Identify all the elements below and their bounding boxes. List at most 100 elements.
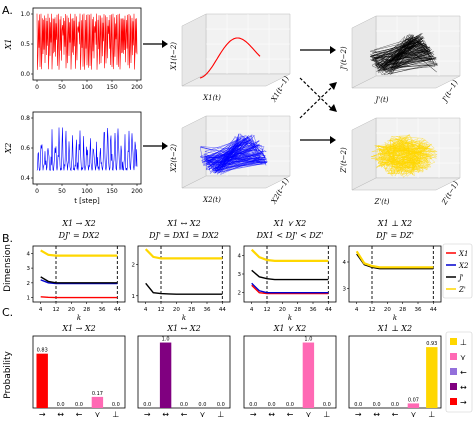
x-tick-label: ⊥ [217,410,224,419]
x-tick-label: ← [181,410,188,419]
legend-frame [445,331,473,413]
legend-label: J' [457,274,464,282]
bar-value-label: 0.17 [92,391,103,397]
bar-value-label: 1.0 [304,337,312,343]
series-line-Jprime [251,269,329,281]
cube-z-label: X1(t−2) [170,42,178,71]
x-tick-label: ⋎ [94,410,100,419]
x-tick-label: ⋎ [410,410,416,419]
y-axis-label: X1 [4,39,13,51]
x-tick-label: 44 [325,307,332,313]
x-tick-label: 150 [106,188,118,195]
x2-timeseries-plot: 0 50 100 150 200 0.4 0.6 0.8 X2 t [step] [4,111,143,205]
x-tick-label: ↔ [373,410,380,419]
dimension-chart-4: X1 ⊥ X2 DJ' = DZ' 4 12 20 28 36 44 k 3 4 [343,219,442,322]
arrow-head [329,82,337,90]
x-tick-label: 36 [415,307,422,313]
bar-value-label: 0.0 [75,402,83,408]
x-tick-label: ↔ [162,410,169,419]
cube-x-label: X1(t) [202,94,221,102]
x-axis-label: k [77,314,81,322]
attractor-cloud [369,33,439,75]
legend-label: ← [460,368,467,377]
bar-0 [36,353,48,408]
x-tick-label: → [144,410,151,419]
y-tick-label: 4 [343,260,347,266]
x-tick-label: → [250,410,257,419]
x-tick-label: 100 [81,188,93,195]
y-tick-label: 4 [27,251,31,257]
legend-swatch [450,368,457,375]
x-tick-label: 12 [264,307,271,313]
arrow-head [329,104,337,112]
x-tick-label: 4 [250,307,254,313]
bar-value-label: 0.83 [37,348,48,354]
y-tick-label: 2 [132,263,136,269]
bar-value-label: 0.0 [391,402,399,408]
y-tick-label: 1.0 [20,11,30,18]
chart-title: X1 → X2 [61,324,95,333]
x-tick-label: 36 [99,307,106,313]
bar-3 [407,403,420,408]
x-tick-label: ⊥ [323,410,330,419]
timeseries-line [36,13,138,70]
bar-value-label: 0.93 [426,341,437,347]
plot-frame [348,335,442,409]
x-tick-label: 44 [430,307,437,313]
bar-3 [302,342,315,408]
cube-side-wall [351,117,377,191]
chart-title: X1 → X2 [61,219,95,228]
cube-z-label: Z'(t−2) [340,147,348,174]
bar-value-label: 0.0 [354,402,362,408]
chart-title: X1 ⊥ X2 [377,219,412,228]
probability-chart-2: X1 ↔ X2 0.0 → 1.0 ↔ 0.0 ← 0.0 ⋎ 0.0 ⊥ [137,324,231,419]
jprime-embedding: J'(t) J'(t−1)J'(t−2) [340,15,461,105]
x-tick-label: 20 [279,307,286,313]
x-axis-label: k [393,314,397,322]
cube-floor [181,73,291,87]
legend-label: Z' [458,286,466,294]
arrow-head [330,136,336,144]
bar-4 [426,347,438,408]
y-axis-label: X2 [4,143,13,155]
x-axis-label: k [182,314,186,322]
legend-swatch [450,353,457,360]
cube-side-wall [181,115,207,189]
probability-chart-3: X1 ⋎ X2 0.0 → 0.0 ↔ 0.0 ← 1.0 ⋎ 0.0 ⊥ [243,324,337,419]
x-tick-label: 12 [158,307,165,313]
x-tick-label: ← [392,410,399,419]
x2-embedding: X2(t) X2(t−1)X2(t−2) [170,115,291,206]
series-line-Zprime [40,249,118,257]
y-tick-label: 0.6 [20,145,30,152]
attractor-curve [199,37,261,79]
x-tick-label: 100 [81,84,93,91]
cube-floor [351,75,461,89]
chart-title: X1 ⊥ X2 [377,324,412,333]
bar-value-label: 0.0 [249,402,257,408]
chart-subtitle: DJ' = DX1 = DX2 [148,231,219,240]
chart-subtitle: DJ' = DX2 [58,231,100,240]
legend-swatch [450,383,457,390]
dashed-arrow-cube1-to-zprime [299,77,334,111]
series-line-Zprime [250,248,329,262]
x-tick-label: ⊥ [112,410,119,419]
legend-label: ⊥ [460,338,467,347]
series-line-Zprime [144,248,223,260]
cube-side-wall [181,13,207,87]
plot-frame [243,335,337,409]
x-tick-label: 4 [355,307,359,313]
x-tick-label: ← [76,410,83,419]
cube-floor [351,177,461,191]
arrow-head [162,40,168,48]
dimension-chart-3: X1 ⋎ X2 DX1 < DJ' < DZ' 4 12 20 28 36 44 k 2 3 4 [238,219,337,322]
y-tick-label: 0.0 [20,71,30,78]
x-tick-label: 50 [58,188,66,195]
plot-frame [348,245,442,303]
timeseries-line [36,127,138,172]
x-tick-label: 20 [384,307,391,313]
x-tick-label: 0 [35,84,39,91]
plot-frame [32,245,126,303]
